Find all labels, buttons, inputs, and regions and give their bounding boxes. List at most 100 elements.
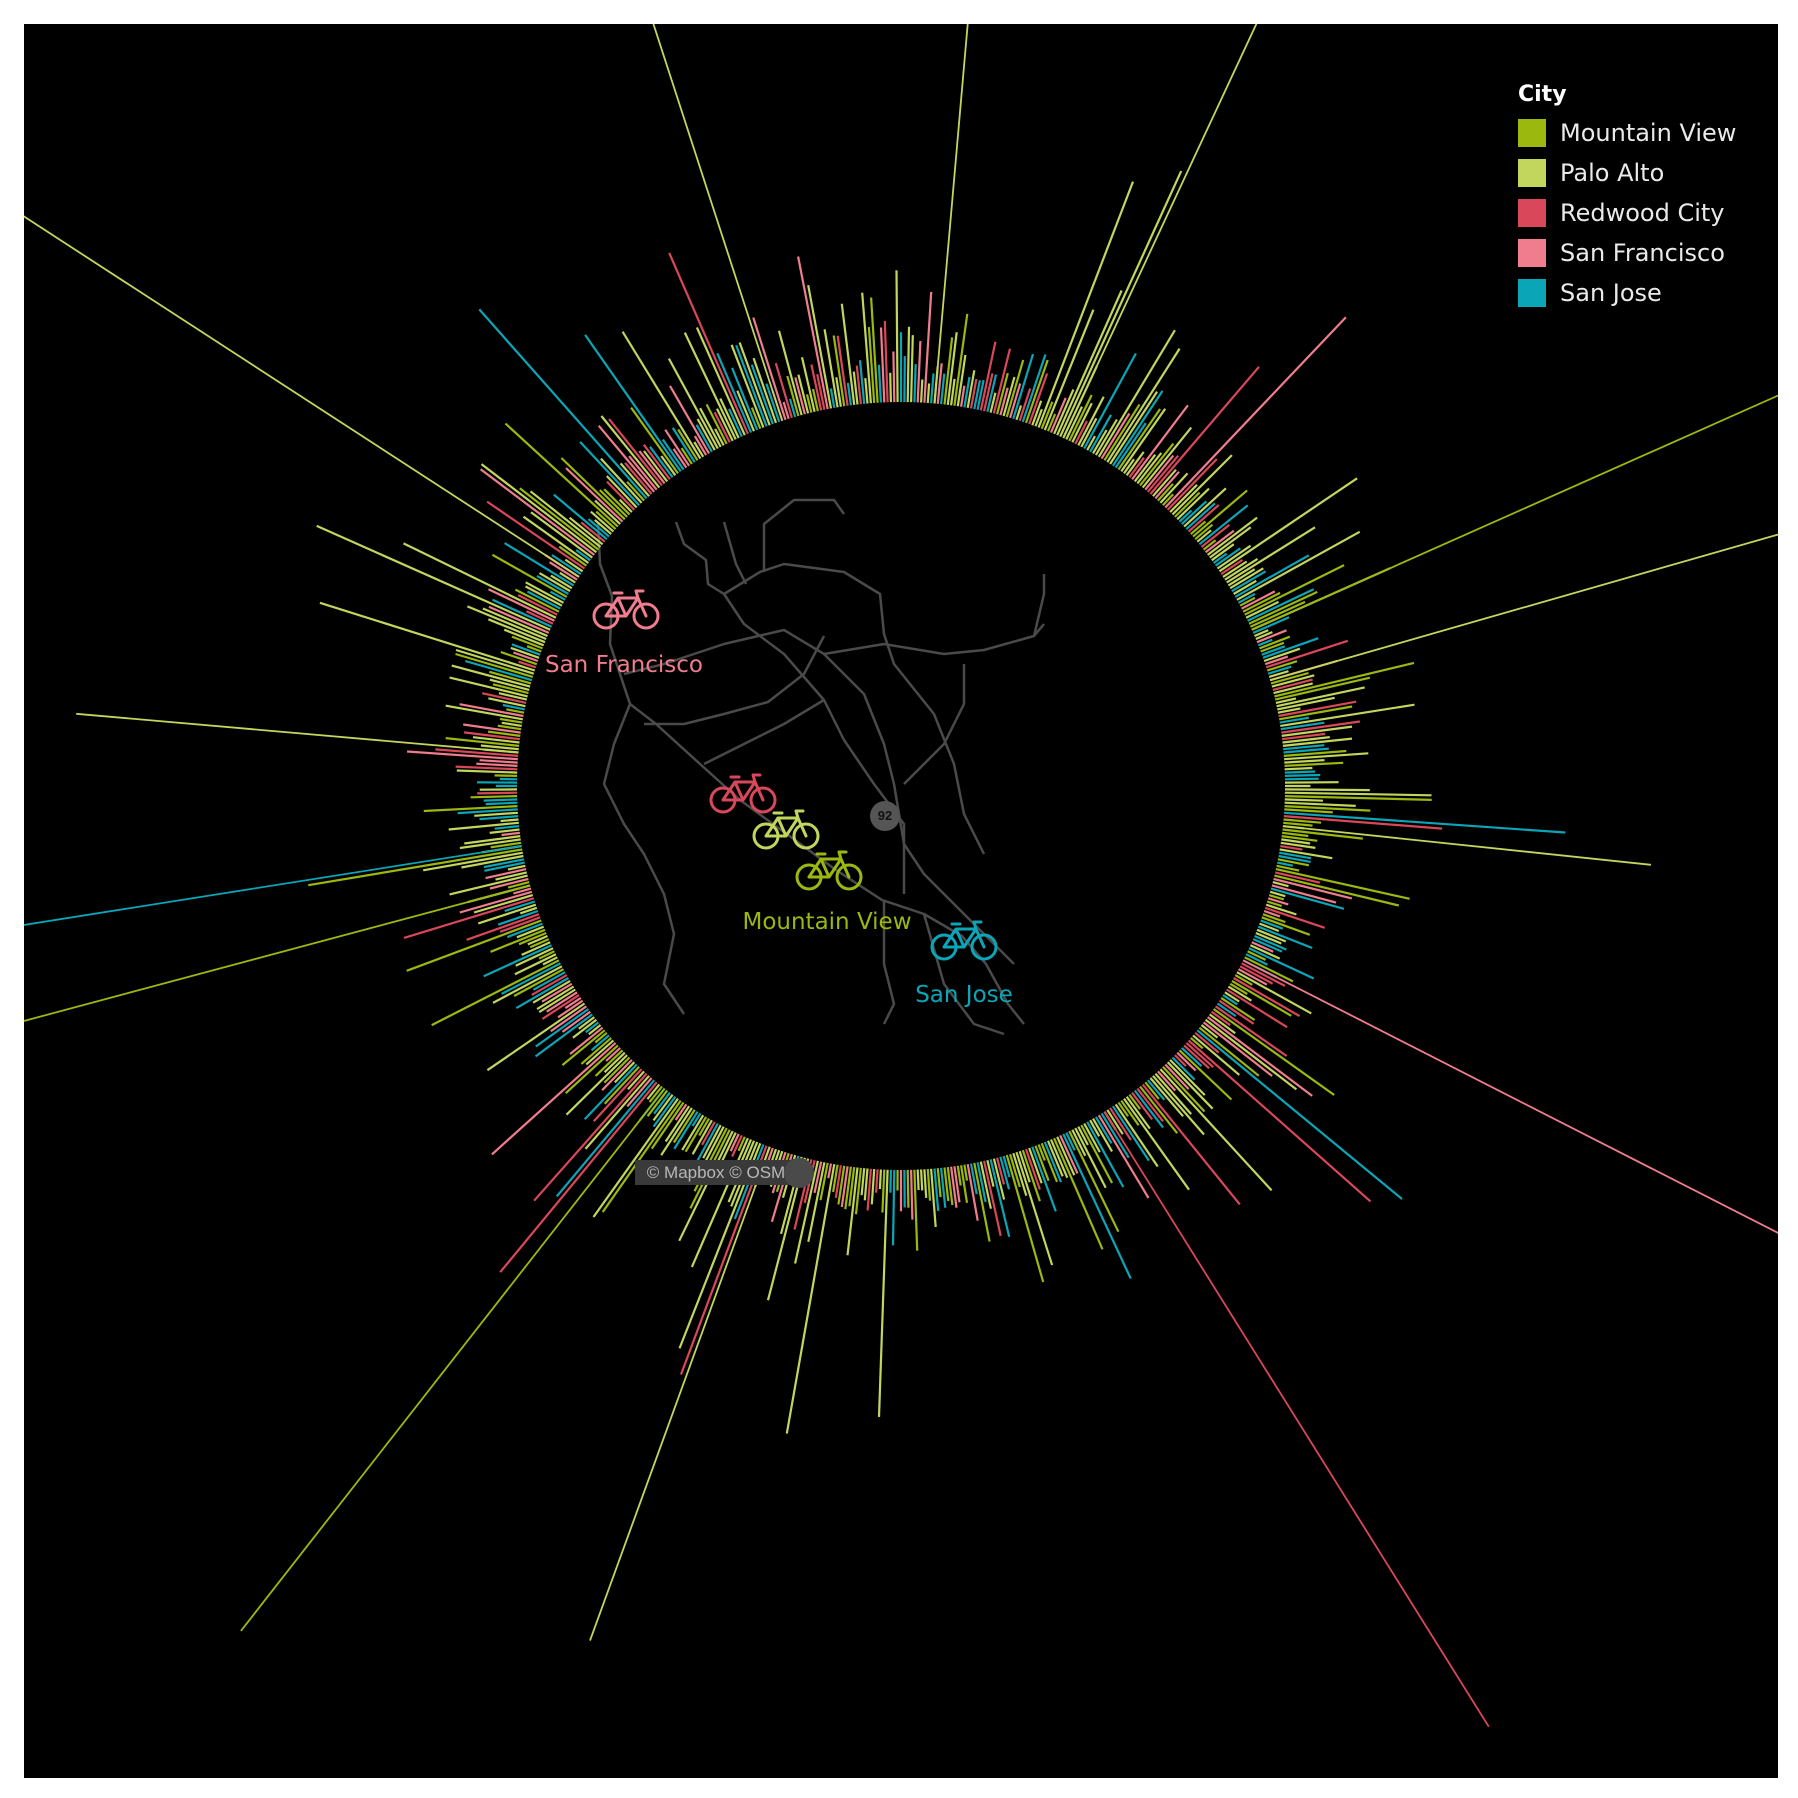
bar-redwood-city[interactable] — [541, 994, 580, 1020]
bar-redwood-city[interactable] — [1149, 366, 1260, 495]
bar-palo-alto[interactable] — [1236, 530, 1361, 601]
bar-mountain-view[interactable] — [956, 1165, 962, 1186]
bar-mountain-view[interactable] — [1274, 874, 1400, 907]
bar-palo-alto[interactable] — [565, 1054, 628, 1116]
bar-mountain-view[interactable] — [1034, 1145, 1050, 1182]
bar-palo-alto[interactable] — [690, 1137, 749, 1268]
bar-mountain-view[interactable] — [1120, 1099, 1140, 1126]
bar-mountain-view[interactable] — [1009, 1153, 1021, 1188]
bar-palo-alto[interactable] — [878, 1169, 882, 1190]
bar-redwood-city[interactable] — [1281, 720, 1361, 734]
bar-palo-alto[interactable] — [1284, 798, 1324, 802]
bar-redwood-city[interactable] — [816, 373, 826, 410]
bar-mountain-view[interactable] — [1162, 493, 1174, 506]
bar-san-francisco[interactable] — [1049, 397, 1067, 433]
bar-mountain-view[interactable] — [1128, 1094, 1141, 1110]
bar-palo-alto[interactable] — [877, 1169, 889, 1417]
bar-san-jose[interactable] — [504, 542, 575, 587]
bar-mountain-view[interactable] — [1024, 359, 1049, 424]
bar-mountain-view[interactable] — [491, 553, 568, 598]
bar-palo-alto[interactable] — [459, 838, 521, 850]
bar-redwood-city[interactable] — [1109, 1107, 1132, 1141]
bar-palo-alto[interactable] — [946, 332, 958, 406]
bar-redwood-city[interactable] — [1241, 962, 1286, 987]
bar-palo-alto[interactable] — [693, 441, 705, 458]
bar-palo-alto[interactable] — [1056, 1136, 1076, 1176]
bar-san-francisco[interactable] — [476, 762, 518, 767]
bar-redwood-city[interactable] — [1264, 906, 1326, 929]
bar-san-jose[interactable] — [506, 922, 543, 939]
bar-san-jose[interactable] — [511, 643, 541, 656]
bar-san-jose[interactable] — [1198, 504, 1249, 546]
bar-palo-alto[interactable] — [1074, 1127, 1107, 1189]
bar-palo-alto[interactable] — [1265, 903, 1297, 916]
bar-san-jose[interactable] — [535, 1008, 590, 1048]
bar-mountain-view[interactable] — [1139, 442, 1175, 487]
bar-palo-alto[interactable] — [515, 947, 554, 967]
bar-palo-alto[interactable] — [474, 811, 518, 817]
bar-palo-alto[interactable] — [538, 988, 576, 1014]
bar-palo-alto[interactable] — [473, 894, 534, 914]
bar-mountain-view[interactable] — [1247, 950, 1267, 961]
bar-palo-alto[interactable] — [1159, 1068, 1273, 1192]
legend-item-redwood-city[interactable]: Redwood City — [1518, 193, 1736, 233]
bar-palo-alto[interactable] — [1015, 405, 1023, 421]
bar-redwood-city[interactable] — [624, 462, 653, 495]
bar-mountain-view[interactable] — [308, 848, 523, 887]
bar-redwood-city[interactable] — [668, 252, 749, 435]
bar-san-francisco[interactable] — [1176, 1051, 1197, 1072]
bar-palo-alto[interactable] — [660, 1107, 693, 1156]
bar-san-jose[interactable] — [457, 808, 518, 815]
bar-san-francisco[interactable] — [628, 455, 658, 491]
bar-san-francisco[interactable] — [1237, 968, 1268, 986]
bar-mountain-view[interactable] — [1178, 1049, 1233, 1101]
bar-mountain-view[interactable] — [1212, 1008, 1335, 1096]
bar-mountain-view[interactable] — [490, 928, 546, 953]
bar-mountain-view[interactable] — [867, 327, 876, 403]
bar-mountain-view[interactable] — [511, 635, 543, 650]
bar-palo-alto[interactable] — [683, 332, 737, 440]
bar-palo-alto[interactable] — [1169, 484, 1198, 513]
bar-palo-alto[interactable] — [1183, 487, 1227, 528]
bar-palo-alto[interactable] — [1028, 1147, 1043, 1184]
bar-mountain-view[interactable] — [837, 1165, 846, 1205]
bar-san-francisco[interactable] — [459, 703, 524, 718]
bar-mountain-view[interactable] — [996, 372, 1009, 415]
bar-palo-alto[interactable] — [807, 1162, 826, 1243]
bar-palo-alto[interactable] — [1268, 670, 1289, 678]
bar-san-francisco[interactable] — [605, 1047, 621, 1062]
bar-mountain-view[interactable] — [603, 1056, 631, 1084]
bar-mountain-view[interactable] — [786, 375, 800, 417]
bar-redwood-city[interactable] — [1018, 388, 1032, 422]
bar-mountain-view[interactable] — [494, 774, 518, 777]
bar-san-jose[interactable] — [1248, 947, 1315, 980]
bar-redwood-city[interactable] — [883, 320, 889, 403]
bar-palo-alto[interactable] — [1125, 1096, 1151, 1130]
bar-mountain-view[interactable] — [1198, 1026, 1260, 1077]
bar-san-francisco[interactable] — [752, 317, 787, 421]
bar-san-francisco[interactable] — [501, 831, 521, 837]
bar-mountain-view[interactable] — [1040, 401, 1054, 430]
bar-mountain-view[interactable] — [1266, 660, 1298, 672]
bar-redwood-city[interactable] — [1211, 1010, 1231, 1027]
bar-palo-alto[interactable] — [1086, 435, 1096, 451]
bar-san-francisco[interactable] — [950, 1166, 958, 1208]
bar-redwood-city[interactable] — [1074, 420, 1088, 445]
bar-san-francisco[interactable] — [1264, 655, 1289, 666]
bar-palo-alto[interactable] — [950, 378, 956, 406]
bar-san-francisco[interactable] — [1242, 959, 1778, 1249]
legend-item-san-jose[interactable]: San Jose — [1518, 273, 1736, 313]
bar-palo-alto[interactable] — [529, 490, 602, 548]
bar-palo-alto[interactable] — [1043, 309, 1095, 431]
bar-palo-alto[interactable] — [1284, 801, 1356, 807]
bar-palo-alto[interactable] — [1256, 928, 1287, 943]
bar-san-francisco[interactable] — [1154, 471, 1180, 500]
bar-palo-alto[interactable] — [1229, 567, 1264, 590]
bar-mountain-view[interactable] — [1261, 916, 1311, 936]
bar-palo-alto[interactable] — [794, 1160, 819, 1264]
bar-palo-alto[interactable] — [852, 371, 859, 405]
bar-mountain-view[interactable] — [1284, 805, 1371, 812]
bar-redwood-city[interactable] — [996, 1157, 1006, 1185]
bar-palo-alto[interactable] — [660, 455, 677, 476]
bar-palo-alto[interactable] — [1269, 890, 1286, 898]
